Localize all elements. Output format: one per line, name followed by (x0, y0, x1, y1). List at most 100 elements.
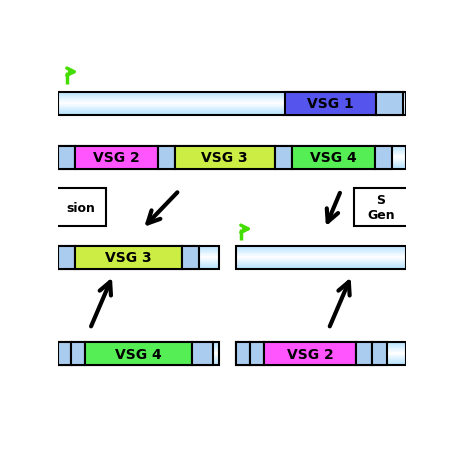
Bar (58, 354, 219, 355)
Bar (58, 343, 219, 344)
Bar (58, 103, 405, 104)
Bar (58, 344, 219, 345)
Bar (58, 163, 405, 164)
Bar (58, 347, 219, 348)
Bar (236, 264, 405, 265)
Bar (236, 342, 405, 365)
Bar (236, 258, 405, 259)
Bar (157, 146, 174, 170)
Bar (236, 359, 405, 360)
Bar (58, 362, 219, 363)
Bar (58, 151, 405, 152)
Bar (58, 350, 219, 351)
Bar (58, 356, 219, 357)
Bar (58, 360, 219, 361)
Text: VSG 3: VSG 3 (201, 151, 248, 165)
Text: sion: sion (67, 201, 95, 214)
Bar (74, 146, 157, 170)
Bar (236, 253, 405, 254)
Bar (58, 105, 405, 106)
Bar (58, 349, 219, 350)
Bar (58, 249, 219, 250)
Bar (236, 348, 405, 349)
Bar (58, 360, 219, 361)
Bar (58, 156, 405, 157)
Bar (58, 112, 405, 113)
Bar (236, 260, 405, 261)
Bar (58, 350, 219, 351)
Bar (236, 362, 405, 363)
Bar (174, 146, 274, 170)
Bar (58, 263, 219, 264)
Text: VSG 1: VSG 1 (306, 97, 353, 111)
Bar (236, 266, 405, 267)
Bar (236, 250, 405, 251)
Bar (58, 114, 405, 115)
Bar (236, 354, 405, 355)
Bar (58, 99, 405, 100)
Bar (236, 358, 405, 359)
Bar (71, 342, 85, 365)
Bar (236, 247, 405, 248)
Bar (236, 350, 405, 351)
Bar (236, 259, 405, 260)
Bar (236, 258, 405, 259)
Bar (236, 358, 405, 359)
Bar (58, 268, 219, 269)
Bar (58, 148, 405, 149)
Bar (236, 252, 405, 253)
Bar (236, 256, 405, 257)
Bar (58, 155, 405, 156)
Bar (236, 262, 405, 263)
Bar (58, 249, 219, 250)
Bar (58, 246, 219, 247)
Bar (58, 158, 405, 159)
Bar (58, 246, 219, 269)
Bar (58, 109, 405, 110)
Bar (58, 149, 405, 150)
Bar (236, 364, 405, 365)
Bar (236, 346, 405, 347)
Bar (58, 247, 219, 248)
Bar (58, 159, 405, 160)
Bar (58, 251, 219, 252)
Bar (236, 347, 405, 348)
Bar (58, 161, 405, 162)
Bar (58, 99, 405, 100)
Bar (236, 350, 405, 351)
Bar (58, 96, 405, 97)
Bar (58, 97, 405, 98)
Bar (58, 95, 405, 96)
Bar (236, 249, 405, 250)
Bar (58, 164, 405, 165)
Bar (58, 97, 405, 98)
Bar (236, 351, 405, 352)
Bar (58, 112, 405, 113)
Bar (58, 153, 405, 154)
Bar (236, 360, 405, 361)
Bar (58, 250, 219, 251)
Bar (58, 107, 405, 108)
Bar (58, 252, 219, 253)
Bar (353, 189, 407, 227)
Bar (355, 342, 371, 365)
Bar (58, 108, 405, 109)
Bar (236, 363, 405, 364)
Bar (58, 268, 219, 269)
Bar (58, 246, 74, 269)
Bar (58, 165, 405, 166)
Bar (58, 113, 405, 114)
Bar (58, 152, 405, 153)
Bar (58, 148, 405, 149)
Bar (236, 248, 405, 249)
Bar (58, 352, 219, 353)
Bar (58, 146, 74, 170)
Bar (58, 166, 405, 167)
Bar (58, 167, 405, 168)
Bar (236, 352, 405, 353)
Bar (58, 342, 71, 365)
Bar (236, 262, 405, 263)
Bar (236, 261, 405, 262)
Text: VSG 2: VSG 2 (92, 151, 139, 165)
Bar (58, 160, 405, 161)
